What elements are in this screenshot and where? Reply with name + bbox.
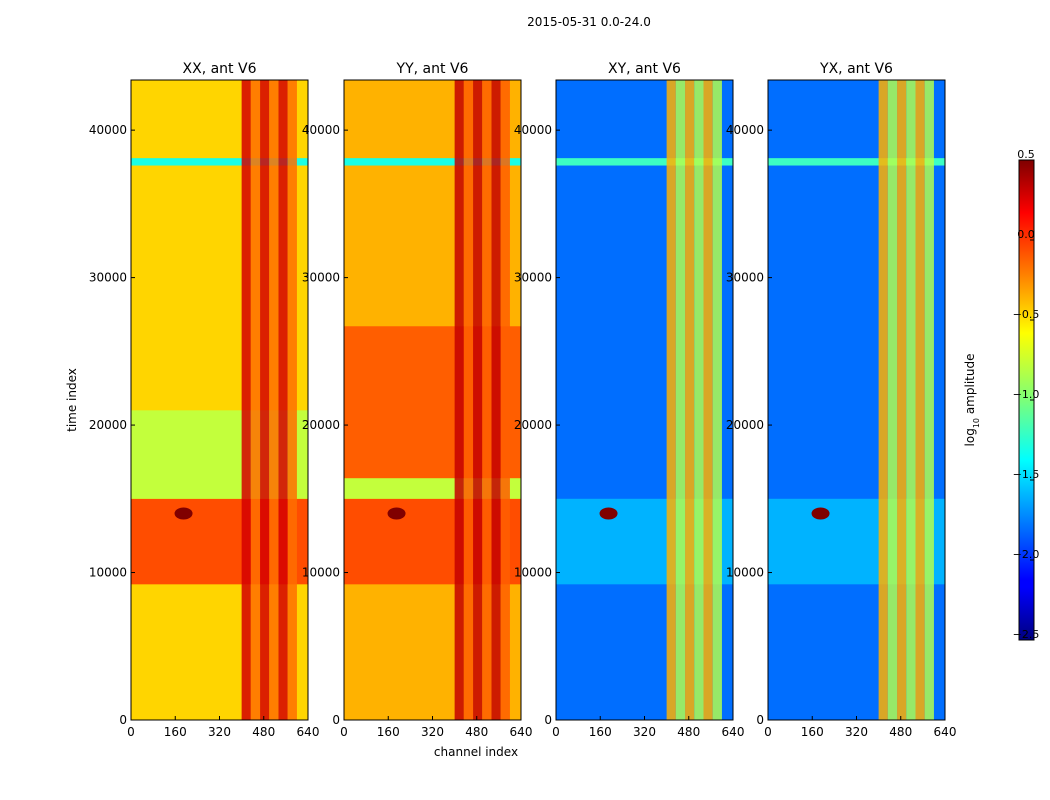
heatmap-panel: YY, ant V6 0 160 320 480 640 0 10000 20000 30000 4… (302, 61, 533, 739)
x-tick-label: 320 (633, 725, 656, 739)
x-tick-label: 640 (722, 725, 745, 739)
panels-layer: XX, ant V6 0 160 320 480 640 0 10000 20000 30000 4… (89, 61, 957, 739)
rfi-column (685, 80, 695, 720)
x-tick-label: 0 (764, 725, 772, 739)
rfi-column (703, 80, 713, 720)
heatmap-panel: XY, ant V6 0 160 320 480 640 0 10000 20000 30000 4… (514, 61, 745, 739)
rfi-column (887, 80, 898, 720)
x-tick-label: 640 (934, 725, 957, 739)
y-tick-label: 40000 (726, 123, 764, 137)
rfi-column (287, 80, 297, 720)
time-band (344, 158, 521, 166)
x-tick-label: 320 (421, 725, 444, 739)
x-tick-label: 0 (552, 725, 560, 739)
colorbar-tick-label: 0.5 (1017, 148, 1035, 161)
x-tick-label: 0 (127, 725, 135, 739)
y-tick-label: 20000 (726, 418, 764, 432)
rfi-column (500, 80, 510, 720)
heatmap-panel: YX, ant V6 0 160 320 480 640 0 10000 20000 30000 4… (726, 61, 957, 739)
y-tick-label: 30000 (302, 271, 340, 285)
hotspot-marker (174, 507, 193, 520)
x-tick-label: 480 (677, 725, 700, 739)
y-tick-label: 0 (544, 713, 552, 727)
heatmap-panel: XX, ant V6 0 160 320 480 640 0 10000 20000 30000 4… (89, 61, 320, 739)
rfi-column (473, 80, 483, 720)
x-tick-label: 320 (208, 725, 231, 739)
y-tick-label: 10000 (302, 566, 340, 580)
rfi-column (906, 80, 916, 720)
x-tick-label: 0 (340, 725, 348, 739)
figure-suptitle: 2015-05-31 0.0-24.0 (527, 15, 651, 29)
panel-title: XY, ant V6 (608, 61, 681, 77)
x-tick-label: 160 (801, 725, 824, 739)
x-tick-label: 480 (465, 725, 488, 739)
rfi-column (694, 80, 704, 720)
hotspot-marker (387, 507, 406, 520)
x-axis-label: channel index (434, 745, 518, 759)
rfi-column (250, 80, 261, 720)
y-tick-label: 10000 (726, 566, 764, 580)
rfi-column (260, 80, 270, 720)
colorbar-tick-label: 0.0 (1017, 228, 1035, 241)
colorbar-tick-label: −0.5 (1013, 308, 1040, 321)
y-tick-label: 10000 (89, 566, 127, 580)
y-tick-label: 0 (119, 713, 127, 727)
x-tick-label: 160 (589, 725, 612, 739)
colorbar-label: log10 amplitude (963, 354, 981, 447)
time-band (131, 158, 308, 166)
rfi-column (712, 80, 722, 720)
rfi-column (241, 80, 251, 720)
panel-title: XX, ant V6 (183, 61, 257, 77)
rfi-column (897, 80, 907, 720)
colorbar-tick-label: −2.5 (1013, 628, 1040, 641)
y-tick-label: 40000 (89, 123, 127, 137)
x-tick-label: 480 (889, 725, 912, 739)
y-tick-label: 30000 (514, 271, 552, 285)
x-tick-label: 640 (297, 725, 320, 739)
rfi-column (924, 80, 934, 720)
x-tick-label: 160 (164, 725, 187, 739)
colorbar-tick-label: −2.0 (1013, 548, 1040, 561)
rfi-column (915, 80, 925, 720)
panel-title: YY, ant V6 (396, 61, 469, 77)
y-tick-label: 0 (756, 713, 764, 727)
colorbar-tick-label: −1.0 (1013, 388, 1040, 401)
rfi-column (463, 80, 474, 720)
panel-title: YX, ant V6 (819, 61, 893, 77)
y-tick-label: 40000 (514, 123, 552, 137)
rfi-column (878, 80, 888, 720)
y-tick-label: 0 (332, 713, 340, 727)
rfi-column (491, 80, 501, 720)
rfi-column (482, 80, 492, 720)
x-tick-label: 640 (510, 725, 533, 739)
y-tick-label: 40000 (302, 123, 340, 137)
rfi-column (454, 80, 464, 720)
y-tick-label: 20000 (514, 418, 552, 432)
colorbar-tick-label: −1.5 (1013, 468, 1040, 481)
x-tick-label: 320 (845, 725, 868, 739)
hotspot-marker (811, 507, 830, 520)
x-tick-label: 160 (377, 725, 400, 739)
y-tick-label: 20000 (302, 418, 340, 432)
y-tick-label: 30000 (726, 271, 764, 285)
hotspot-marker (599, 507, 618, 520)
y-tick-label: 10000 (514, 566, 552, 580)
y-tick-label: 30000 (89, 271, 127, 285)
rfi-column (666, 80, 676, 720)
y-axis-label: time index (65, 368, 79, 432)
x-tick-label: 480 (252, 725, 275, 739)
rfi-column (278, 80, 288, 720)
rfi-column (269, 80, 279, 720)
time-band (556, 158, 733, 166)
rfi-column (675, 80, 686, 720)
colorbar: 0.5 0.0 −0.5 −1.0 −1.5 −2.0 −2.5 (1013, 148, 1040, 641)
time-band (768, 158, 945, 166)
y-tick-label: 20000 (89, 418, 127, 432)
